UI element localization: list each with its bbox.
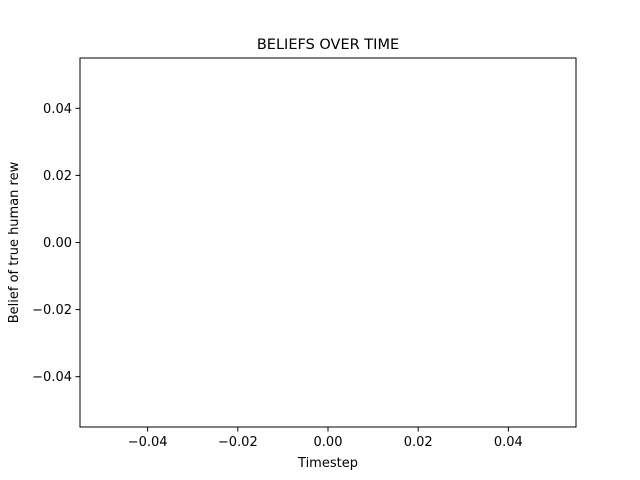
- plot-area: [80, 58, 576, 427]
- x-tick-label: 0.00: [314, 435, 343, 450]
- plot-frame: [79, 57, 577, 428]
- x-tick-label: 0.02: [404, 435, 433, 450]
- chart-title: BELIEFS OVER TIME: [257, 37, 399, 53]
- y-tick-label: −0.02: [32, 303, 72, 318]
- x-axis-label: Timestep: [297, 456, 358, 471]
- y-tick-label: 0.04: [43, 102, 72, 117]
- x-tick-label: −0.04: [128, 435, 168, 450]
- x-tick-label: −0.02: [218, 435, 258, 450]
- y-tick-label: −0.04: [32, 370, 72, 385]
- x-axis-ticks: −0.04 −0.02 0.00 0.02 0.04: [128, 427, 523, 450]
- y-tick-label: 0.02: [43, 169, 72, 184]
- y-axis-ticks: −0.04 −0.02 0.00 0.02 0.04: [32, 102, 80, 385]
- y-tick-label: 0.00: [43, 236, 72, 251]
- y-axis-label: Belief of true human rew: [7, 161, 22, 323]
- x-tick-label: 0.04: [494, 435, 523, 450]
